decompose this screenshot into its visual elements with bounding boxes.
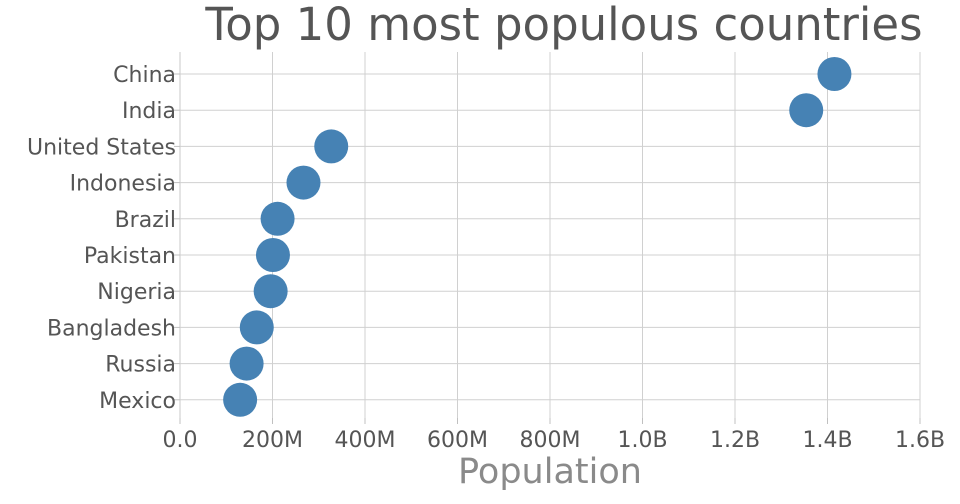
data-point-mexico[interactable] xyxy=(223,382,258,417)
x-tick-label: 1.4B xyxy=(802,428,852,453)
grid-layer xyxy=(179,52,921,418)
y-tick-label-pakistan: Pakistan xyxy=(84,244,176,269)
x-tick-label: 1.2B xyxy=(710,428,760,453)
y-tick-label-indonesia: Indonesia xyxy=(70,172,176,197)
y-tick-label-united-states: United States xyxy=(27,135,176,160)
x-tick-label: 1.0B xyxy=(617,428,667,453)
data-point-bangladesh[interactable] xyxy=(239,310,274,345)
x-axis-title: Population xyxy=(458,452,642,492)
y-tick-labels: China India United States Indonesia Brazil Pa… xyxy=(27,63,176,414)
data-point-russia[interactable] xyxy=(229,346,264,381)
x-tick-labels: 0.0 200M 400M 600M 800M 1.0B 1.2B 1.4B 1.6B xyxy=(163,428,946,453)
y-tick-label-china: China xyxy=(113,63,176,88)
chart-title: Top 10 most populous countries xyxy=(204,0,922,51)
data-point-nigeria[interactable] xyxy=(253,274,288,309)
x-tick-label: 800M xyxy=(520,428,581,453)
x-tick-label: 400M xyxy=(335,428,396,453)
y-tick-label-bangladesh: Bangladesh xyxy=(47,316,176,341)
x-tick-label: 600M xyxy=(427,428,488,453)
data-point-pakistan[interactable] xyxy=(255,238,290,272)
data-point-india[interactable] xyxy=(789,93,824,128)
data-point-brazil[interactable] xyxy=(260,201,295,236)
x-tick-label: 0.0 xyxy=(163,428,198,453)
x-tick-label: 1.6B xyxy=(895,428,945,453)
data-point-united-states[interactable] xyxy=(314,129,349,164)
x-tick-label: 200M xyxy=(242,428,303,453)
y-tick-label-india: India xyxy=(122,99,176,124)
data-point-china[interactable] xyxy=(817,57,852,91)
y-tick-label-brazil: Brazil xyxy=(115,208,176,233)
axis-layer xyxy=(174,73,921,424)
data-point-indonesia[interactable] xyxy=(286,165,321,200)
y-tick-label-nigeria: Nigeria xyxy=(97,280,176,305)
points-layer xyxy=(223,57,852,417)
y-tick-label-mexico: Mexico xyxy=(99,389,176,414)
y-tick-label-russia: Russia xyxy=(105,353,176,378)
